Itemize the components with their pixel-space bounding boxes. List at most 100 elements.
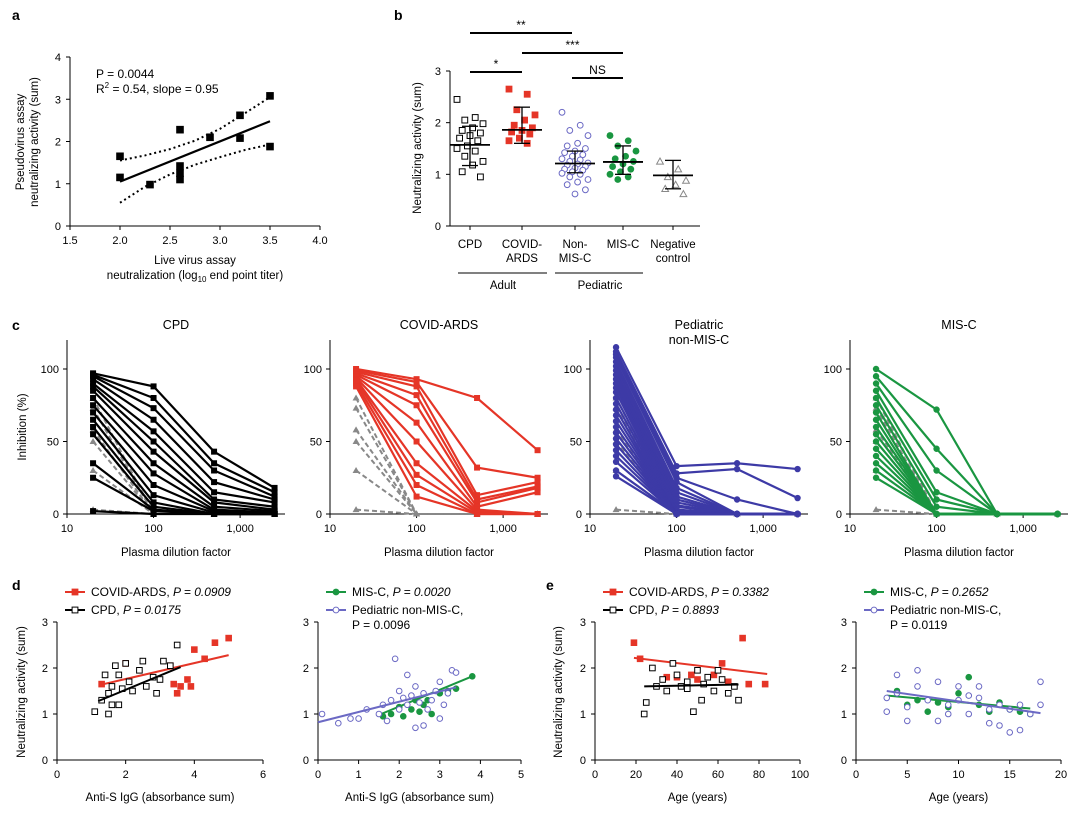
- series-point: [90, 431, 97, 438]
- data-point: [526, 130, 534, 138]
- negative-control-point: [352, 394, 360, 401]
- data-point: [566, 173, 574, 181]
- x-tick-label: 1.5: [62, 235, 77, 247]
- series-point: [612, 423, 620, 431]
- data-point: [718, 660, 726, 667]
- series-line: [92, 382, 275, 504]
- data-point: [714, 667, 722, 674]
- subplot-title-1: Pediatric: [675, 318, 724, 332]
- data-point: [965, 710, 973, 718]
- category-label: COVID-: [502, 239, 542, 251]
- negative-control-point: [89, 438, 97, 444]
- subplot-1: 0 20 40 60 80 100 0 1 2 3 Age (years) COVID-ARDS, P…: [580, 585, 809, 804]
- data-point: [408, 706, 415, 713]
- data-point: [965, 692, 973, 699]
- y-tick-label: 1: [303, 709, 309, 721]
- data-point: [318, 710, 326, 718]
- legend-text: MIS-C,: [352, 585, 393, 599]
- data-point: [105, 710, 112, 718]
- data-point: [266, 142, 274, 151]
- y-tick-label: 3: [303, 617, 309, 629]
- panel-e: Neutralizing activity (sum)0 20 40 60 80 1000…: [553, 585, 1067, 804]
- data-point: [225, 634, 232, 642]
- category-label: MIS-C: [559, 253, 592, 265]
- negative-control-point: [352, 404, 360, 411]
- data-point: [903, 717, 911, 725]
- negative-control-line: [355, 508, 538, 515]
- data-point: [115, 701, 123, 709]
- data-point: [474, 137, 482, 145]
- data-point: [914, 667, 921, 674]
- x-tick-label: 2.0: [112, 235, 127, 247]
- y-tick-label: 1: [55, 179, 61, 191]
- legend-text: CPD,: [629, 603, 661, 617]
- y-axis-label: Inhibition (%): [17, 393, 29, 460]
- series-point: [474, 511, 481, 517]
- series-line: [92, 378, 275, 501]
- series-line: [92, 385, 275, 508]
- x-axis-label: Plasma dilution factor: [121, 547, 231, 559]
- data-point: [582, 145, 589, 152]
- y-tick-label: 3: [580, 617, 586, 629]
- series-line: [355, 367, 539, 452]
- series-point: [211, 479, 218, 486]
- series-point: [150, 448, 157, 455]
- data-point: [108, 701, 116, 709]
- data-point: [579, 151, 587, 159]
- data-point: [624, 173, 632, 181]
- data-point: [508, 128, 515, 136]
- data-point: [146, 180, 154, 189]
- data-point: [893, 671, 901, 679]
- x-tick-label: 3.5: [262, 235, 277, 247]
- series-point: [872, 474, 880, 481]
- data-point: [412, 724, 419, 732]
- y-axis-label: Neutralizing activity (sum): [16, 626, 28, 758]
- legend-label: COVID-ARDS, P = 0.3382: [629, 585, 769, 599]
- data-point: [184, 676, 191, 683]
- data-point: [965, 673, 973, 681]
- x-tick-label: 10: [584, 523, 596, 535]
- y-tick-label: 2: [55, 137, 61, 149]
- data-point: [924, 696, 932, 704]
- y-tick-label: 3: [841, 617, 847, 629]
- data-point: [576, 121, 584, 129]
- legend-p: P = 0.8893: [661, 603, 719, 617]
- data-point: [1016, 726, 1024, 734]
- axes: [56, 622, 263, 761]
- data-point: [724, 690, 732, 697]
- series-point: [933, 445, 940, 452]
- series-line: [92, 404, 275, 514]
- data-point: [461, 152, 469, 160]
- series-point: [1054, 510, 1061, 518]
- annotation-r2: R2 = 0.54, slope = 0.95: [96, 81, 219, 96]
- series-line: [875, 476, 1058, 516]
- data-point: [395, 706, 403, 713]
- data-point: [236, 111, 244, 120]
- series-point: [794, 465, 801, 473]
- data-point: [156, 676, 164, 683]
- y-tick-label: 1: [435, 169, 441, 181]
- data-point: [632, 147, 640, 155]
- data-point: [642, 699, 650, 706]
- data-point: [1037, 678, 1044, 686]
- xl-a: neutralization (log: [107, 270, 198, 282]
- data-point: [563, 142, 571, 150]
- series-point: [612, 394, 620, 402]
- panel-label-d: d: [12, 577, 21, 593]
- series-point: [150, 395, 157, 401]
- annotation-p: P = 0.0044: [96, 67, 154, 81]
- data-point: [883, 694, 891, 702]
- series-point: [90, 460, 97, 467]
- data-point: [903, 703, 911, 711]
- series-point: [90, 376, 97, 383]
- legend-marker: [870, 606, 878, 614]
- series-point: [872, 423, 880, 431]
- y-tick-label: 0: [580, 755, 586, 767]
- series-point: [933, 503, 940, 510]
- subplot-4: 10 100 1,000 0 50 100 Plasma dilution factor MI…: [824, 318, 1068, 559]
- legend-p: P = 0.0119: [890, 618, 948, 632]
- data-point: [383, 717, 391, 725]
- legend-label: COVID-ARDS, P = 0.0909: [91, 585, 231, 599]
- data-point: [609, 163, 616, 170]
- data-point: [640, 710, 648, 718]
